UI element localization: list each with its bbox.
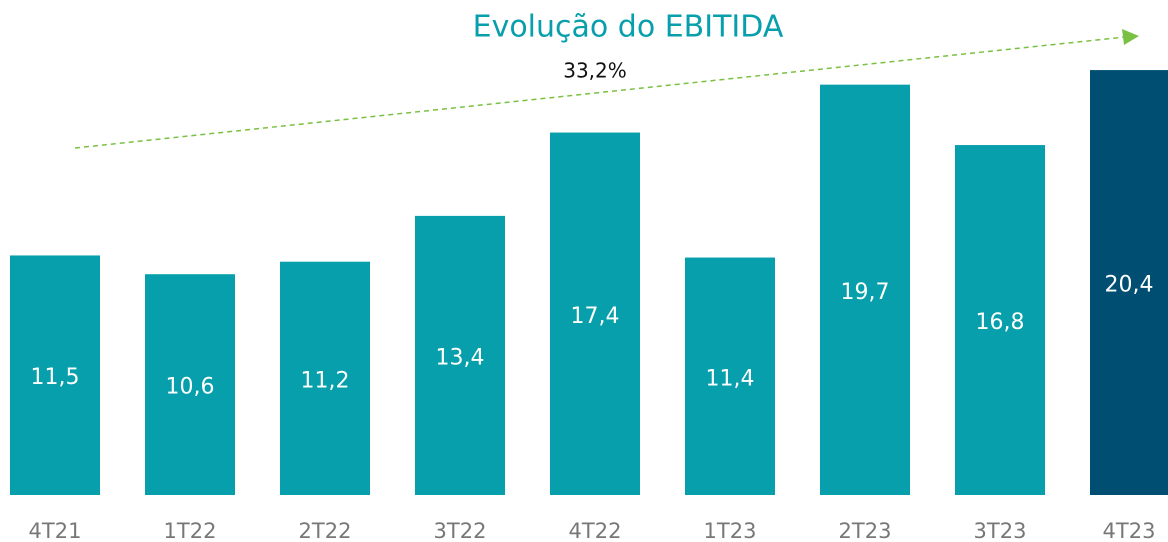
x-tick-label: 1T22 xyxy=(164,519,217,542)
x-tick-label: 4T22 xyxy=(569,519,622,542)
bar xyxy=(685,257,775,495)
bar xyxy=(415,215,505,496)
x-tick-label: 2T22 xyxy=(299,519,352,542)
value-label: 17,4 xyxy=(571,304,620,329)
chart-title: Evolução do EBITIDA xyxy=(473,10,784,45)
value-label: 20,4 xyxy=(1105,273,1154,298)
x-tick-label: 3T22 xyxy=(434,519,487,542)
bar xyxy=(955,145,1045,495)
value-label: 16,8 xyxy=(976,310,1025,335)
bar xyxy=(820,84,910,496)
value-label: 19,7 xyxy=(841,280,890,305)
value-label: 11,5 xyxy=(31,365,80,390)
arrow-head xyxy=(1122,29,1139,45)
trend-arrow xyxy=(74,36,1126,149)
value-label: 10,6 xyxy=(166,375,215,400)
annotation: 33,2% xyxy=(563,59,627,83)
x-tick-label: 4T21 xyxy=(29,519,82,542)
value-label: 13,4 xyxy=(436,345,485,370)
bar xyxy=(550,132,640,496)
value-label: 11,4 xyxy=(706,366,755,391)
x-tick-label: 1T23 xyxy=(704,519,757,542)
x-tick-label: 4T23 xyxy=(1103,519,1156,542)
bar xyxy=(1090,70,1168,496)
value-label: 11,2 xyxy=(301,368,350,393)
bar xyxy=(280,261,370,495)
bar xyxy=(145,274,235,495)
bar xyxy=(10,255,100,495)
x-tick-label: 3T23 xyxy=(974,519,1027,542)
x-tick-label: 2T23 xyxy=(839,519,892,542)
